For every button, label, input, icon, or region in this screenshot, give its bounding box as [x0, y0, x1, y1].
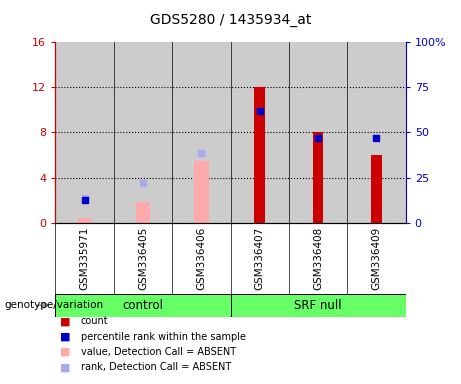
FancyBboxPatch shape: [55, 294, 230, 317]
Text: ■: ■: [60, 347, 71, 357]
Text: GSM336407: GSM336407: [254, 227, 265, 290]
Text: control: control: [123, 299, 163, 312]
Bar: [289, 42, 347, 223]
FancyBboxPatch shape: [230, 294, 406, 317]
Bar: [347, 42, 406, 223]
Text: percentile rank within the sample: percentile rank within the sample: [81, 332, 246, 342]
Text: rank, Detection Call = ABSENT: rank, Detection Call = ABSENT: [81, 362, 231, 372]
Text: GSM335971: GSM335971: [79, 227, 89, 290]
Bar: [313, 132, 323, 223]
Bar: [371, 155, 382, 223]
Text: GSM336409: GSM336409: [372, 227, 382, 290]
Bar: [172, 42, 230, 223]
Bar: [136, 202, 150, 223]
Bar: [254, 88, 265, 223]
Text: count: count: [81, 316, 108, 326]
Text: GDS5280 / 1435934_at: GDS5280 / 1435934_at: [150, 13, 311, 27]
Text: genotype/variation: genotype/variation: [5, 300, 104, 310]
Text: value, Detection Call = ABSENT: value, Detection Call = ABSENT: [81, 347, 236, 357]
Text: SRF null: SRF null: [294, 299, 342, 312]
Text: ■: ■: [60, 316, 71, 326]
Text: GSM336406: GSM336406: [196, 227, 207, 290]
Bar: [55, 42, 114, 223]
Text: ■: ■: [60, 362, 71, 372]
Bar: [194, 161, 208, 223]
Text: ■: ■: [60, 332, 71, 342]
Text: GSM336405: GSM336405: [138, 227, 148, 290]
Text: GSM336408: GSM336408: [313, 227, 323, 290]
Bar: [77, 218, 92, 223]
Bar: [230, 42, 289, 223]
Bar: [114, 42, 172, 223]
